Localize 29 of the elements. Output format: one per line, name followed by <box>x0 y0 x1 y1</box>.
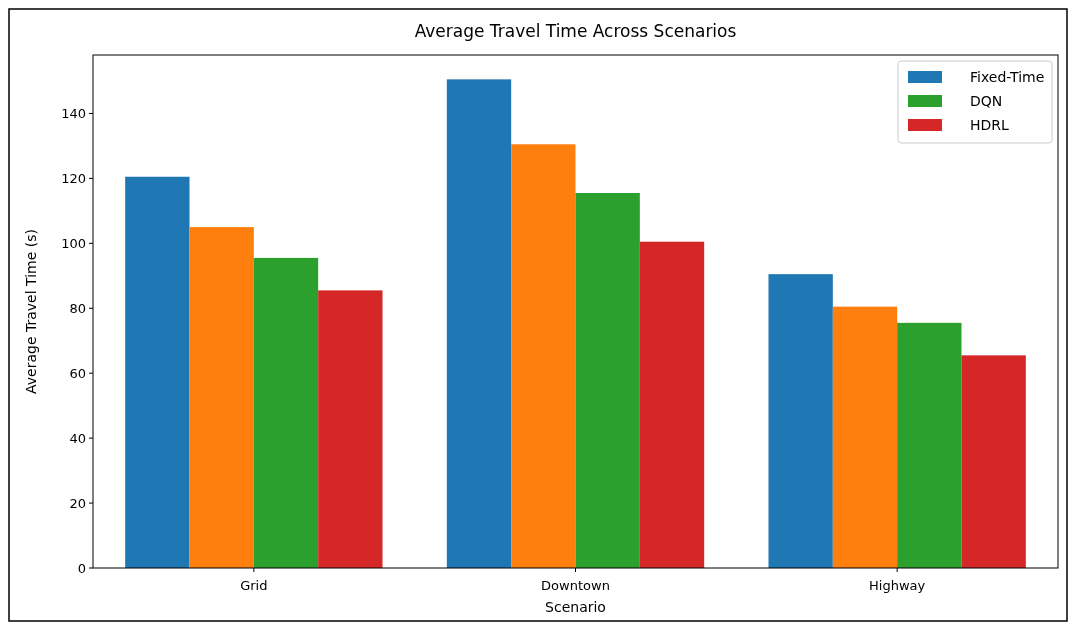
bar <box>125 176 190 568</box>
bar <box>961 355 1026 568</box>
bar <box>639 241 705 568</box>
bar <box>832 306 898 568</box>
y-tick-label: 20 <box>69 495 86 511</box>
y-tick-label: 140 <box>61 105 86 121</box>
y-tick-label: 120 <box>61 170 86 186</box>
bar <box>575 192 640 568</box>
y-tick-label: 80 <box>69 300 86 316</box>
y-tick-label: 0 <box>77 560 86 576</box>
bar <box>768 274 833 568</box>
y-tick-label: 40 <box>69 430 86 446</box>
bar <box>446 79 512 568</box>
bar <box>897 322 962 568</box>
bar <box>511 144 576 568</box>
x-tick-label: Downtown <box>541 578 610 593</box>
y-axis-title: Average Travel Time (s) <box>23 229 39 394</box>
legend-label: Fixed-Time <box>970 68 1045 85</box>
chart-title: Average Travel Time Across Scenarios <box>414 21 737 41</box>
bar <box>253 257 319 568</box>
x-tick-label: Highway <box>869 578 926 593</box>
x-tick-label: Grid <box>240 578 268 593</box>
x-axis-title: Scenario <box>545 599 606 615</box>
legend-label: HDRL <box>970 116 1010 133</box>
y-tick-label: 60 <box>69 365 86 381</box>
bar <box>318 290 383 568</box>
y-tick-label: 100 <box>61 235 86 251</box>
legend-label: DQN <box>970 92 1003 109</box>
bar <box>189 227 254 568</box>
